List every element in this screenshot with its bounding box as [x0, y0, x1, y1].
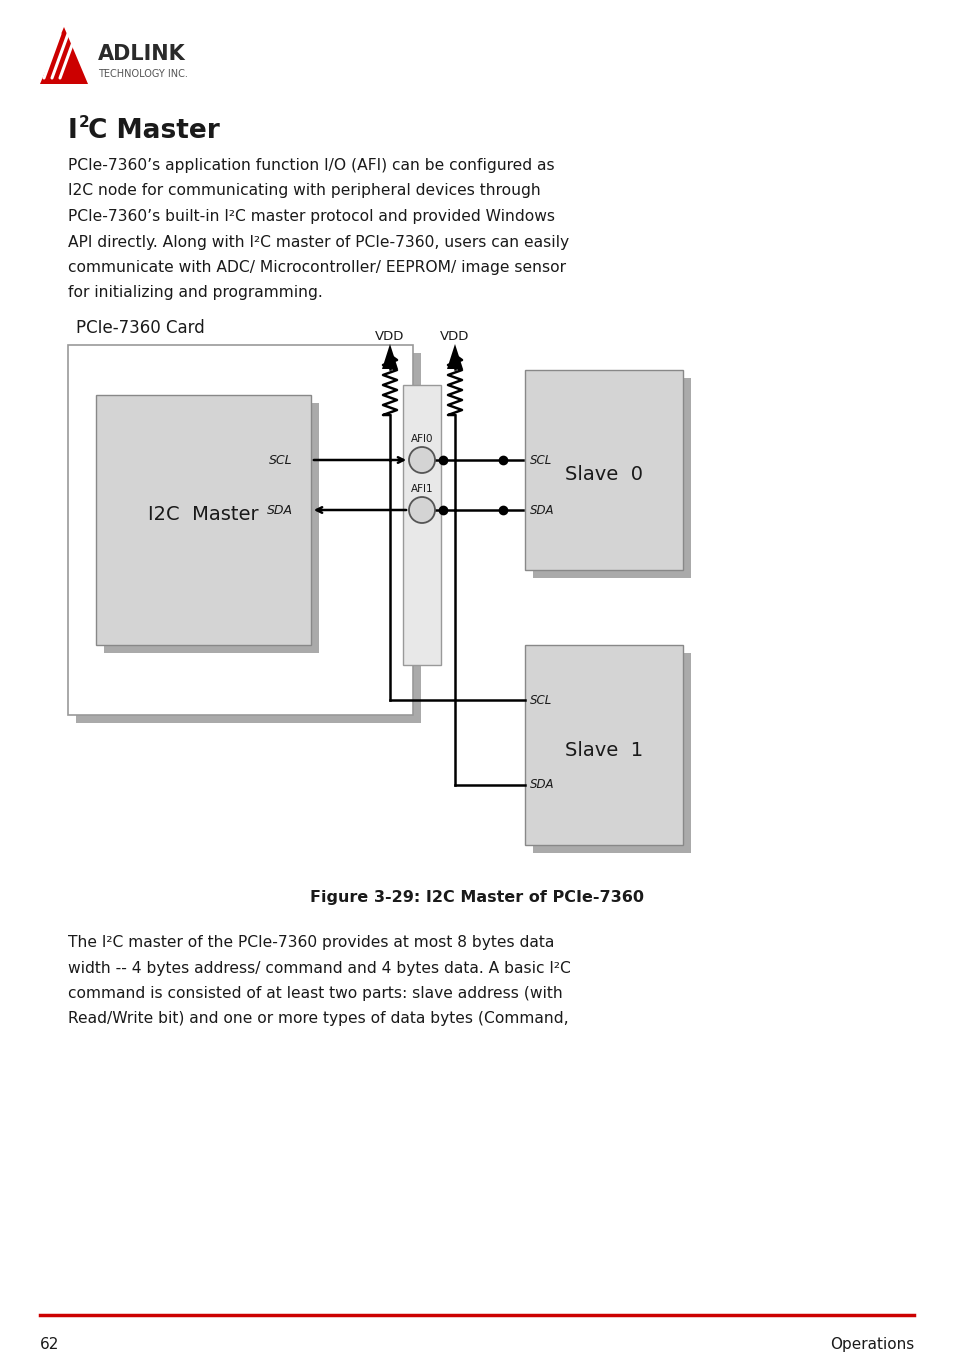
- Text: I2C node for communicating with peripheral devices through: I2C node for communicating with peripher…: [68, 184, 540, 199]
- Text: PCIe-7360’s application function I/O (AFI) can be configured as: PCIe-7360’s application function I/O (AF…: [68, 158, 554, 173]
- FancyBboxPatch shape: [104, 403, 318, 653]
- Text: I2C  Master: I2C Master: [148, 505, 258, 524]
- Text: The I²C master of the PCIe-7360 provides at most 8 bytes data: The I²C master of the PCIe-7360 provides…: [68, 936, 554, 951]
- Text: AFI0: AFI0: [411, 435, 433, 444]
- Text: SCL: SCL: [269, 454, 293, 467]
- Polygon shape: [447, 344, 462, 370]
- Text: TECHNOLOGY INC.: TECHNOLOGY INC.: [98, 69, 188, 79]
- Text: API directly. Along with I²C master of PCIe-7360, users can easily: API directly. Along with I²C master of P…: [68, 234, 569, 249]
- FancyBboxPatch shape: [76, 353, 420, 723]
- FancyBboxPatch shape: [68, 345, 413, 715]
- Text: SCL: SCL: [530, 693, 552, 707]
- Text: SCL: SCL: [530, 454, 552, 467]
- Text: Slave  0: Slave 0: [564, 466, 642, 485]
- Circle shape: [409, 447, 435, 473]
- Text: Operations: Operations: [829, 1336, 913, 1353]
- Text: Slave  1: Slave 1: [564, 741, 642, 760]
- FancyBboxPatch shape: [96, 395, 311, 645]
- Text: SDA: SDA: [530, 779, 554, 792]
- Text: C Master: C Master: [88, 118, 219, 144]
- Text: SDA: SDA: [267, 504, 293, 516]
- Text: AFI1: AFI1: [410, 483, 433, 494]
- Text: PCIe-7360 Card: PCIe-7360 Card: [76, 320, 205, 337]
- Text: VDD: VDD: [440, 330, 469, 343]
- Polygon shape: [40, 27, 88, 84]
- FancyBboxPatch shape: [524, 370, 682, 570]
- Circle shape: [409, 497, 435, 523]
- FancyBboxPatch shape: [402, 385, 440, 665]
- Text: communicate with ADC/ Microcontroller/ EEPROM/ image sensor: communicate with ADC/ Microcontroller/ E…: [68, 260, 565, 275]
- Text: for initializing and programming.: for initializing and programming.: [68, 286, 322, 301]
- Text: VDD: VDD: [375, 330, 404, 343]
- Text: 62: 62: [40, 1336, 59, 1353]
- Text: 2: 2: [79, 115, 90, 130]
- Text: width -- 4 bytes address/ command and 4 bytes data. A basic I²C: width -- 4 bytes address/ command and 4 …: [68, 960, 570, 975]
- FancyBboxPatch shape: [533, 653, 690, 853]
- Text: Figure 3-29: I2C Master of PCIe-7360: Figure 3-29: I2C Master of PCIe-7360: [310, 890, 643, 904]
- Text: SDA: SDA: [530, 504, 554, 516]
- Polygon shape: [381, 344, 397, 370]
- FancyBboxPatch shape: [524, 645, 682, 845]
- Text: Read/Write bit) and one or more types of data bytes (Command,: Read/Write bit) and one or more types of…: [68, 1011, 568, 1026]
- Text: PCIe-7360’s built-in I²C master protocol and provided Windows: PCIe-7360’s built-in I²C master protocol…: [68, 209, 555, 223]
- Text: ADLINK: ADLINK: [98, 43, 186, 64]
- Text: command is consisted of at least two parts: slave address (with: command is consisted of at least two par…: [68, 986, 562, 1001]
- Text: I: I: [68, 118, 77, 144]
- FancyBboxPatch shape: [533, 378, 690, 578]
